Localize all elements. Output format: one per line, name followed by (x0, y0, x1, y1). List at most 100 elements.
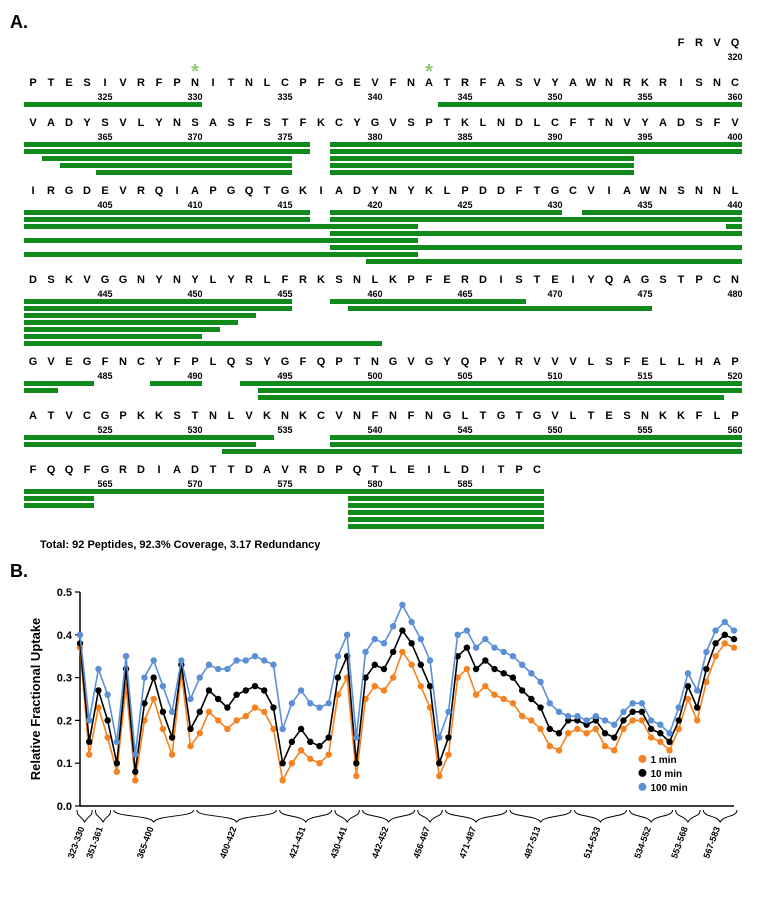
peptide-bar (330, 217, 742, 222)
residue-letter: K (132, 410, 150, 422)
residue-letter: E (636, 356, 654, 368)
residue-letter: L (366, 274, 384, 286)
svg-text:553-568: 553-568 (669, 825, 690, 859)
residue-letter: D (474, 274, 492, 286)
peptide-bar (24, 334, 202, 339)
residue-letter: F (510, 185, 528, 197)
residue-letter: K (312, 274, 330, 286)
residue-letter: G (96, 464, 114, 476)
residue-letter: A (258, 464, 276, 476)
residue-letter: G (420, 356, 438, 368)
residue-letter: I (492, 274, 510, 286)
residue-letter: Q (600, 274, 618, 286)
residue-letter: A (618, 274, 636, 286)
residue-letter: G (276, 185, 294, 197)
svg-text:0.5: 0.5 (57, 587, 72, 599)
residue-letter: N (384, 185, 402, 197)
residue-number: 370 (187, 132, 202, 142)
residue-letter: S (402, 117, 420, 129)
residue-letter: F (474, 77, 492, 89)
residue-letter: T (528, 274, 546, 286)
svg-text:0.0: 0.0 (57, 801, 72, 813)
peptide-bar (24, 210, 310, 215)
residue-letter: I (150, 464, 168, 476)
residue-letter: C (546, 117, 564, 129)
sequence-row: FRVQ320 (24, 37, 744, 69)
residue-letter: P (168, 77, 186, 89)
residue-letter: V (114, 117, 132, 129)
residue-letter: R (690, 37, 708, 49)
residue-letter: A (564, 77, 582, 89)
residue-letter: T (222, 464, 240, 476)
svg-text:323-330: 323-330 (66, 825, 87, 859)
residue-letter: L (222, 410, 240, 422)
peptide-bar (24, 142, 310, 147)
residue-number: 330 (187, 92, 202, 102)
svg-text:10 min: 10 min (650, 769, 682, 780)
residue-letter: T (582, 117, 600, 129)
residue-letter: S (168, 410, 186, 422)
residue-letter: G (330, 77, 348, 89)
residue-letter: I (672, 77, 690, 89)
residue-letter: P (690, 274, 708, 286)
residue-letter: L (708, 410, 726, 422)
residue-letter: R (240, 274, 258, 286)
residue-letter: N (168, 117, 186, 129)
residue-letter: I (312, 185, 330, 197)
peptide-bar (222, 449, 742, 454)
peptide-bar (240, 381, 742, 386)
peptide-bar (24, 327, 220, 332)
peptide-bar (24, 435, 274, 440)
residue-number: 445 (97, 289, 112, 299)
residue-letter: N (726, 274, 744, 286)
peptide-bar (348, 496, 544, 501)
residue-letter: N (204, 410, 222, 422)
residue-letter: R (132, 77, 150, 89)
residue-number: 420 (367, 200, 382, 210)
svg-text:0.1: 0.1 (57, 758, 72, 770)
residue-letter: A (492, 77, 510, 89)
residue-number: 490 (187, 371, 202, 381)
residue-letter: G (528, 410, 546, 422)
peptide-bar (726, 224, 742, 229)
residue-letter: Y (150, 117, 168, 129)
residue-number: 415 (277, 200, 292, 210)
residue-letter: R (294, 464, 312, 476)
residue-letter: N (708, 185, 726, 197)
residue-letter: G (114, 274, 132, 286)
residue-letter: D (24, 274, 42, 286)
residue-letter: C (132, 356, 150, 368)
residue-letter: V (546, 410, 564, 422)
residue-number: 410 (187, 200, 202, 210)
residue-letter: F (312, 77, 330, 89)
sequence-row: VADYSVLYNSASFSTFKCYGVSPTKLNDLCFTNVYADSFV… (24, 117, 744, 177)
residue-letter: P (294, 77, 312, 89)
residue-letter: A (708, 356, 726, 368)
residue-letter: D (348, 185, 366, 197)
peptide-bar (330, 170, 634, 175)
residue-letter: T (438, 77, 456, 89)
fractional-uptake-chart: 0.00.10.20.30.40.5Relative Fractional Up… (24, 586, 744, 886)
residue-letter: F (96, 356, 114, 368)
svg-text:487-513: 487-513 (522, 825, 543, 859)
residue-letter: E (600, 410, 618, 422)
panel-b-label: B. (10, 561, 758, 582)
residue-letter: Q (150, 185, 168, 197)
residue-letter: A (420, 77, 438, 89)
residue-number: 525 (97, 425, 112, 435)
residue-letter: S (690, 77, 708, 89)
residue-number: 440 (727, 200, 742, 210)
peptide-coverage-map: FRVQ320**PTESIVRFPNITNLCPFGEVFNATRFASVYA… (24, 37, 744, 531)
residue-letter: G (492, 410, 510, 422)
residue-letter: Y (492, 356, 510, 368)
residue-letter: S (654, 274, 672, 286)
residue-letter: W (636, 185, 654, 197)
residue-letter: E (60, 356, 78, 368)
residue-letter: G (366, 117, 384, 129)
residue-letter: Y (222, 274, 240, 286)
residue-letter: T (42, 77, 60, 89)
residue-letter: T (438, 117, 456, 129)
residue-letter: T (204, 464, 222, 476)
sequence-row: **PTESIVRFPNITNLCPFGEVFNATRFASVYAWNRKRIS… (24, 77, 744, 109)
residue-letter: N (114, 356, 132, 368)
